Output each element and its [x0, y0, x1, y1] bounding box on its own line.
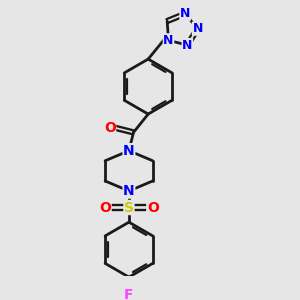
Text: N: N	[182, 39, 193, 52]
Text: N: N	[163, 34, 174, 47]
Text: O: O	[147, 200, 159, 214]
Text: S: S	[124, 200, 134, 214]
Text: N: N	[123, 184, 135, 198]
Text: N: N	[192, 22, 203, 35]
Text: N: N	[123, 144, 135, 158]
Text: N: N	[180, 7, 190, 20]
Text: F: F	[124, 287, 134, 300]
Text: O: O	[99, 200, 111, 214]
Text: O: O	[104, 121, 116, 135]
